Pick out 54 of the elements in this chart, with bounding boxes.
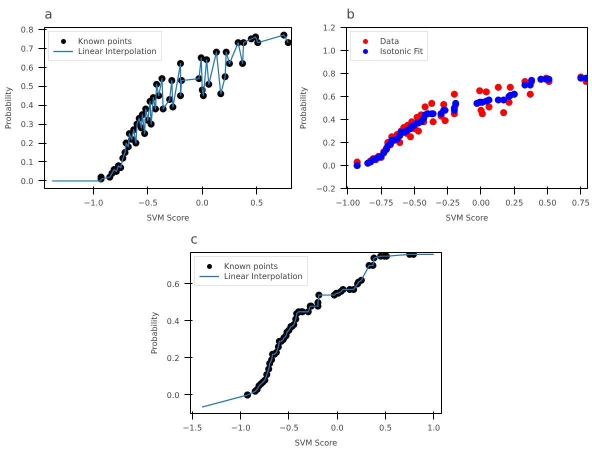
x-tick-label: −0.25	[435, 198, 460, 208]
x-tick-label: −1.0	[84, 198, 104, 208]
x-tick-label: 0.0	[330, 424, 344, 432]
y-tick-label: 0.7	[20, 44, 34, 54]
y-tick-label: 0.0	[20, 176, 34, 186]
legend-label: Isotonic Fit	[380, 46, 424, 56]
y-tick-label: 0.4	[20, 101, 34, 110]
x-tick-label: 0.50	[538, 198, 556, 208]
x-tick-label: 1.0	[427, 424, 440, 432]
x-tick-label: −0.5	[279, 424, 299, 432]
x-tick-label: 0.0	[196, 198, 209, 208]
x-axis-title: SVM Score	[146, 214, 190, 222]
x-axis-title: SVM Score	[294, 438, 338, 448]
y-tick-label: 0.6	[322, 92, 336, 102]
y-tick-label: 0.4	[322, 116, 336, 124]
y-tick-label: 0.8	[20, 25, 34, 34]
y-tick-label: 0.0	[166, 390, 180, 400]
x-tick-label: 0.75	[572, 198, 590, 208]
y-axis-title: Probability	[150, 312, 159, 354]
y-tick-label: 0.1	[20, 158, 34, 167]
y-axis-title: Probability	[299, 86, 308, 130]
legend-label: Data	[380, 36, 400, 46]
y-tick-label: 0.0	[322, 162, 336, 170]
y-tick-label: 0.2	[166, 354, 180, 363]
x-tick-label: 0.00	[472, 198, 490, 208]
x-tick-label: −1.00	[336, 198, 360, 208]
y-tick-label: 0.3	[20, 120, 34, 130]
x-tick-label: 0.5	[250, 198, 264, 208]
y-axis-title: Probability	[4, 86, 13, 130]
y-tick-label: 0.4	[166, 316, 180, 326]
legend-label: Linear Interpolation	[78, 46, 157, 56]
legend-label: Known points	[224, 261, 278, 271]
x-tick-label: −0.75	[368, 198, 394, 208]
x-tick-label: 0.5	[379, 424, 392, 432]
x-tick-label: −1.5	[182, 424, 202, 432]
x-tick-label: −1.0	[230, 424, 250, 432]
legend-label: Known points	[78, 36, 132, 46]
chart-title: c	[190, 232, 198, 248]
y-tick-label: 0.8	[322, 70, 336, 78]
legend-label: Linear Interpolation	[224, 271, 303, 281]
x-tick-label: 0.25	[505, 198, 524, 208]
x-tick-label: −0.50	[402, 198, 427, 208]
chart-title: b	[346, 8, 355, 22]
y-tick-label: 0.2	[322, 138, 336, 148]
y-tick-label: −0.2	[316, 184, 336, 194]
x-tick-label: −0.5	[138, 198, 158, 208]
y-tick-label: 0.6	[20, 63, 34, 72]
x-axis-title: SVM Score	[446, 214, 488, 222]
y-tick-label: 0.6	[166, 280, 180, 289]
chart-title: a	[44, 8, 52, 22]
y-tick-label: 0.5	[20, 82, 34, 92]
y-tick-label: 1.2	[322, 24, 336, 32]
y-tick-label: 0.2	[20, 139, 34, 148]
y-tick-label: 1.0	[322, 46, 336, 56]
